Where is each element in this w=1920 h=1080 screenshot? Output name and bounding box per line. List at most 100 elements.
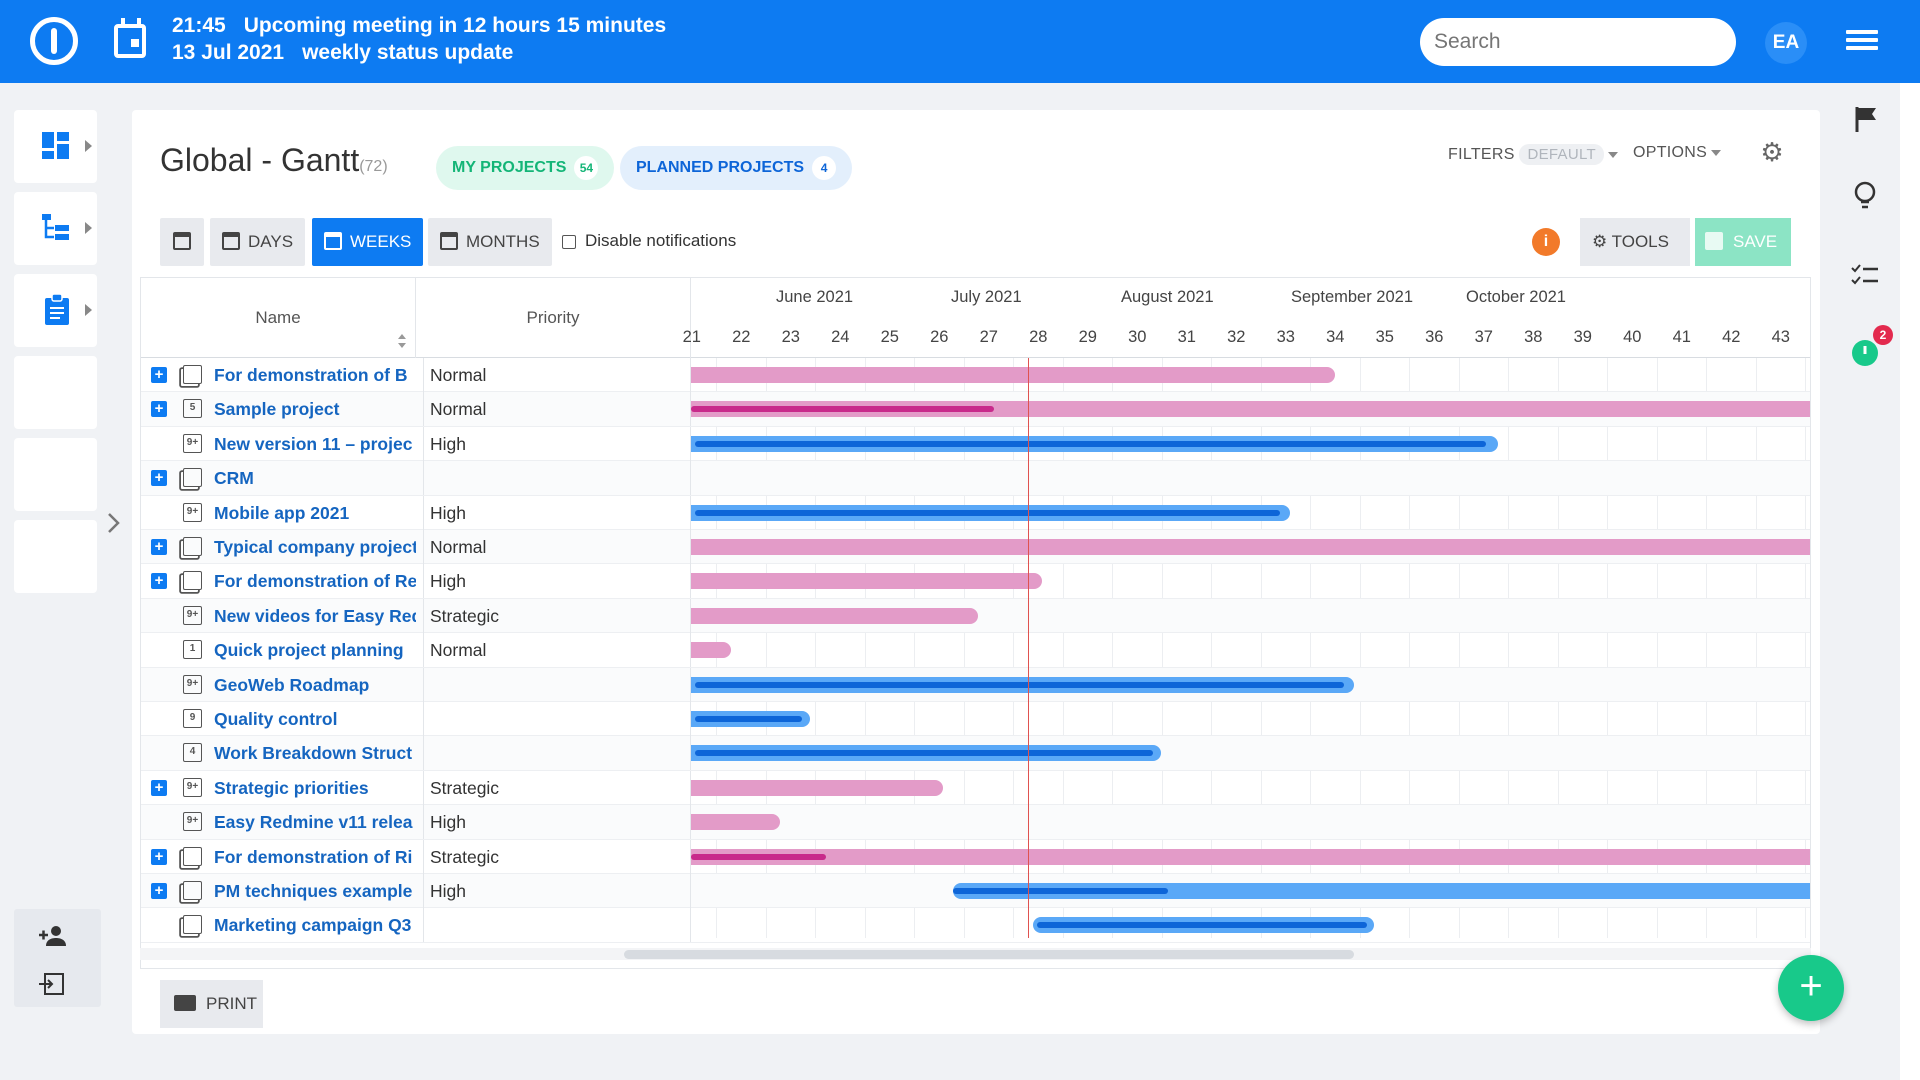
expand-icon[interactable]: + (151, 573, 167, 590)
tools-button[interactable]: ⚙ TOOLS (1580, 218, 1690, 266)
empty-menu-slot-1[interactable] (14, 356, 97, 429)
column-header-name[interactable]: Name (141, 278, 416, 358)
gantt-row[interactable]: +5 Sample project Normal (141, 392, 1810, 427)
meeting-line-1[interactable]: 21:45 Upcoming meeting in 12 hours 15 min… (172, 14, 684, 38)
project-name-link[interactable]: For demonstration of Ri (214, 846, 413, 867)
gantt-row[interactable]: +9+ Strategic priorities Strategic (141, 770, 1810, 806)
project-name-link[interactable]: Typical company project (214, 537, 416, 557)
project-name-link[interactable]: Work Breakdown Struct (214, 743, 413, 764)
project-name-link[interactable]: New videos for Easy Red (214, 605, 416, 626)
app-logo-icon[interactable] (30, 17, 78, 65)
gantt-bar[interactable] (691, 745, 1162, 762)
checklist-icon[interactable] (1845, 262, 1885, 296)
gantt-bar[interactable] (691, 607, 979, 624)
project-name-link[interactable]: PM techniques example (214, 881, 413, 901)
gantt-bar[interactable] (1032, 917, 1375, 934)
gantt-row[interactable]: 1 Quick project planning Normal (141, 633, 1810, 668)
expand-icon[interactable]: + (151, 883, 167, 899)
expand-icon[interactable]: + (151, 470, 167, 487)
tasks-menu[interactable] (14, 274, 97, 347)
gantt-bar[interactable] (691, 504, 1290, 521)
add-fab-button[interactable]: + (1778, 955, 1844, 1021)
settings-gear-icon[interactable]: ⚙ (1760, 137, 1784, 167)
my-projects-pill[interactable]: MY PROJECTS 54 (436, 146, 615, 190)
gantt-bar[interactable] (691, 401, 1810, 418)
expand-icon[interactable]: + (151, 539, 167, 555)
print-button[interactable]: PRINT (160, 980, 263, 1028)
scrollbar-thumb[interactable] (624, 950, 1354, 959)
gantt-bar[interactable] (691, 711, 810, 727)
project-name-link[interactable]: New version 11 – projec (214, 433, 413, 454)
project-name-link[interactable]: GeoWeb Roadmap (214, 674, 370, 695)
gantt-bar[interactable] (953, 883, 1810, 899)
gantt-row[interactable]: Marketing campaign Q3 (141, 908, 1810, 943)
hamburger-menu-icon[interactable] (1846, 30, 1878, 54)
sort-icon[interactable] (397, 332, 407, 350)
save-button[interactable]: SAVE (1695, 218, 1791, 266)
project-name-link[interactable]: Quick project planning (214, 640, 404, 661)
project-name-link[interactable]: For demonstration of B (214, 365, 408, 385)
add-user-icon[interactable] (38, 925, 68, 947)
gantt-bar[interactable] (691, 642, 731, 659)
gantt-bar[interactable] (691, 539, 1810, 555)
user-avatar[interactable]: EA (1765, 22, 1807, 64)
gantt-row[interactable]: + For demonstration of B Normal (141, 358, 1810, 393)
gantt-row[interactable]: 9+ Easy Redmine v11 relea High (141, 805, 1810, 840)
gantt-row[interactable]: + CRM (141, 461, 1810, 496)
gantt-row[interactable]: 9 Quality control (141, 702, 1810, 737)
gantt-row[interactable]: + For demonstration of Ri Strategic (141, 839, 1810, 874)
dashboard-menu[interactable] (14, 110, 97, 183)
gantt-row[interactable]: + For demonstration of Re High (141, 564, 1810, 599)
months-button[interactable]: MONTHS (428, 218, 552, 266)
today-button[interactable] (160, 218, 204, 266)
column-header-priority[interactable]: Priority (416, 278, 691, 358)
gantt-row[interactable]: 4 Work Breakdown Struct (141, 736, 1810, 771)
gantt-bar[interactable] (691, 573, 1043, 590)
expand-icon[interactable]: + (151, 401, 167, 418)
gantt-bar[interactable] (691, 676, 1355, 693)
gantt-bar[interactable] (691, 435, 1498, 452)
weeks-button[interactable]: WEEKS (312, 218, 424, 266)
info-icon[interactable]: i (1532, 228, 1560, 256)
project-name-link[interactable]: CRM (214, 468, 254, 489)
gantt-row[interactable]: + PM techniques example High (141, 874, 1810, 909)
options-dropdown[interactable]: OPTIONS (1633, 144, 1722, 162)
project-name-link[interactable]: Easy Redmine v11 relea (214, 812, 413, 833)
horizontal-scrollbar[interactable] (140, 948, 1811, 960)
project-name-link[interactable]: Quality control (214, 709, 338, 729)
gantt-row[interactable]: + Typical company project Normal (141, 530, 1810, 565)
gantt-row[interactable]: 9+ Mobile app 2021 High (141, 495, 1810, 530)
disable-notifications-label[interactable]: Disable notifications (585, 231, 737, 250)
gantt-row[interactable]: 9+ GeoWeb Roadmap (141, 667, 1810, 702)
gantt-bar[interactable] (691, 367, 1335, 383)
gantt-bar[interactable] (691, 814, 781, 831)
expand-icon[interactable]: + (151, 848, 167, 865)
project-name-link[interactable]: Strategic priorities (214, 777, 369, 798)
gantt-bar[interactable] (691, 848, 1810, 865)
lightbulb-icon[interactable] (1845, 180, 1885, 220)
gantt-row[interactable]: 9+ New videos for Easy Red Strategic (141, 598, 1810, 634)
project-priority: Strategic (423, 839, 691, 874)
gantt-bar[interactable] (691, 779, 944, 796)
timer-icon[interactable] (1845, 338, 1885, 376)
flag-icon[interactable] (1845, 104, 1885, 142)
search-input[interactable] (1420, 18, 1736, 66)
gantt-row[interactable]: 9+ New version 11 – projec High (141, 426, 1810, 462)
project-name-link[interactable]: Sample project (214, 399, 340, 420)
project-name-link[interactable]: Marketing campaign Q3 (214, 915, 412, 936)
planned-projects-pill[interactable]: PLANNED PROJECTS 4 (620, 146, 853, 190)
project-name-link[interactable]: Mobile app 2021 (214, 502, 350, 523)
empty-menu-slot-3[interactable] (14, 520, 97, 593)
days-button[interactable]: DAYS (210, 218, 306, 266)
logout-icon[interactable] (39, 973, 65, 995)
calendar-icon[interactable] (114, 18, 146, 58)
expand-sidebar-chevron-icon[interactable] (106, 512, 122, 534)
filters-dropdown[interactable]: FILTERS DEFAULT (1448, 144, 1618, 165)
expand-icon[interactable]: + (151, 367, 167, 383)
empty-menu-slot-2[interactable] (14, 438, 97, 511)
expand-icon[interactable]: + (151, 779, 167, 796)
projects-tree-menu[interactable] (14, 192, 97, 265)
project-name-link[interactable]: For demonstration of Re (214, 571, 416, 592)
disable-notifications-checkbox[interactable] (562, 235, 576, 249)
meeting-line-2[interactable]: 13 Jul 2021 weekly status update (172, 41, 531, 65)
